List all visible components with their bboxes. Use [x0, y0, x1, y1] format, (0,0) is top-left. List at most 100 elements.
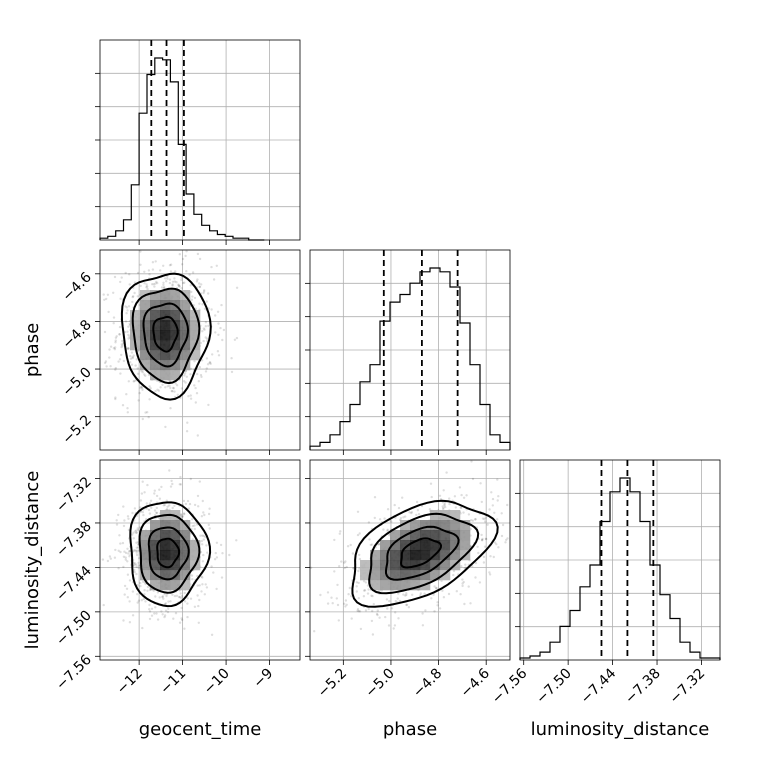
scatter-point [201, 543, 204, 546]
scatter-point [402, 593, 405, 596]
scatter-point [141, 626, 144, 630]
scatter-point [455, 590, 458, 593]
scatter-point [106, 559, 110, 563]
density-cell [430, 540, 441, 551]
scatter-point [143, 589, 146, 592]
scatter-point [176, 393, 179, 396]
scatter-point [355, 585, 358, 588]
scatter-point [333, 538, 336, 542]
scatter-point [347, 593, 350, 596]
scatter-point [491, 504, 494, 507]
scatter-point [104, 360, 108, 363]
scatter-point [423, 592, 426, 595]
scatter-point [188, 502, 192, 506]
scatter-point [105, 365, 108, 368]
scatter-point [497, 546, 500, 549]
scatter-point [351, 552, 355, 555]
scatter-point [137, 546, 140, 549]
density-cell [410, 580, 421, 591]
scatter-point [200, 515, 204, 518]
scatter-point [160, 485, 163, 489]
scatter-point [348, 586, 351, 590]
density-cell [450, 520, 461, 531]
density-cell [160, 540, 171, 551]
scatter-point [405, 603, 408, 607]
scatter-point [388, 599, 391, 603]
scatter-point [177, 283, 180, 286]
scatter-point [149, 387, 152, 390]
scatter-point [186, 597, 189, 600]
scatter-point [183, 281, 186, 284]
scatter-point [198, 302, 201, 305]
density-cell [380, 560, 391, 571]
scatter-point [173, 390, 176, 393]
scatter-point [136, 593, 139, 596]
panel-frame-1-0 [99, 249, 301, 451]
scatter-point [193, 384, 196, 387]
scatter-point [186, 602, 189, 605]
scatter-point [408, 511, 411, 514]
scatter-point [367, 607, 370, 611]
density-cell [190, 350, 201, 361]
scatter-point [500, 534, 504, 538]
scatter-point [352, 567, 355, 570]
density-cell [140, 560, 151, 571]
scatter-point [113, 348, 117, 351]
scatter-point [173, 277, 176, 280]
scatter-point [205, 544, 208, 547]
scatter-point [150, 614, 154, 617]
scatter-point [190, 290, 193, 294]
density-cell [150, 520, 161, 531]
scatter-point [504, 541, 507, 544]
scatter-point [208, 527, 211, 530]
scatter-point [164, 277, 167, 280]
scatter-point [404, 515, 407, 518]
contour-phase-luminosity_distance-1 [385, 525, 460, 581]
density-cell [170, 340, 181, 351]
scatter-point [436, 604, 439, 607]
scatter-point [496, 499, 499, 502]
scatter-point [358, 532, 361, 535]
scatter-point [185, 430, 189, 433]
scatter-point [145, 283, 148, 286]
scatter-point [399, 517, 403, 520]
scatter-point [405, 593, 408, 597]
scatter-point [331, 602, 334, 605]
scatter-point [123, 593, 126, 596]
ytick-label-phase-2: −4.8 [59, 317, 94, 352]
scatter-point [178, 596, 182, 599]
scatter-point [148, 617, 152, 621]
scatter-point [430, 597, 433, 600]
scatter-point [220, 303, 223, 307]
scatter-point [126, 560, 129, 563]
density-cell [400, 580, 411, 591]
scatter-point [153, 492, 156, 495]
scatter-point [164, 609, 168, 612]
scatter-point [219, 326, 222, 330]
scatter-point [130, 363, 134, 366]
scatter-point [217, 354, 221, 357]
scatter-point [164, 386, 167, 389]
scatter-point [172, 386, 175, 390]
scatter-point [140, 370, 143, 373]
scatter-point [189, 397, 193, 400]
scatter-point [490, 491, 493, 494]
density-cell [160, 520, 171, 531]
scatter-point [442, 508, 445, 511]
scatter-point [206, 363, 210, 366]
scatter-point [189, 597, 193, 600]
scatter-point [123, 584, 127, 588]
scatter-point [366, 584, 370, 587]
scatter-point [114, 397, 117, 401]
scatter-point [114, 336, 118, 339]
scatter-point [197, 380, 200, 383]
scatter-point [163, 614, 167, 617]
scatter-point [180, 387, 184, 390]
scatter-point [416, 509, 420, 512]
scatter-point [183, 374, 186, 377]
scatter-point [139, 284, 142, 288]
scatter-point [131, 295, 134, 299]
scatter-point [452, 569, 456, 573]
scatter-point [128, 550, 131, 553]
scatter-point [200, 539, 203, 543]
